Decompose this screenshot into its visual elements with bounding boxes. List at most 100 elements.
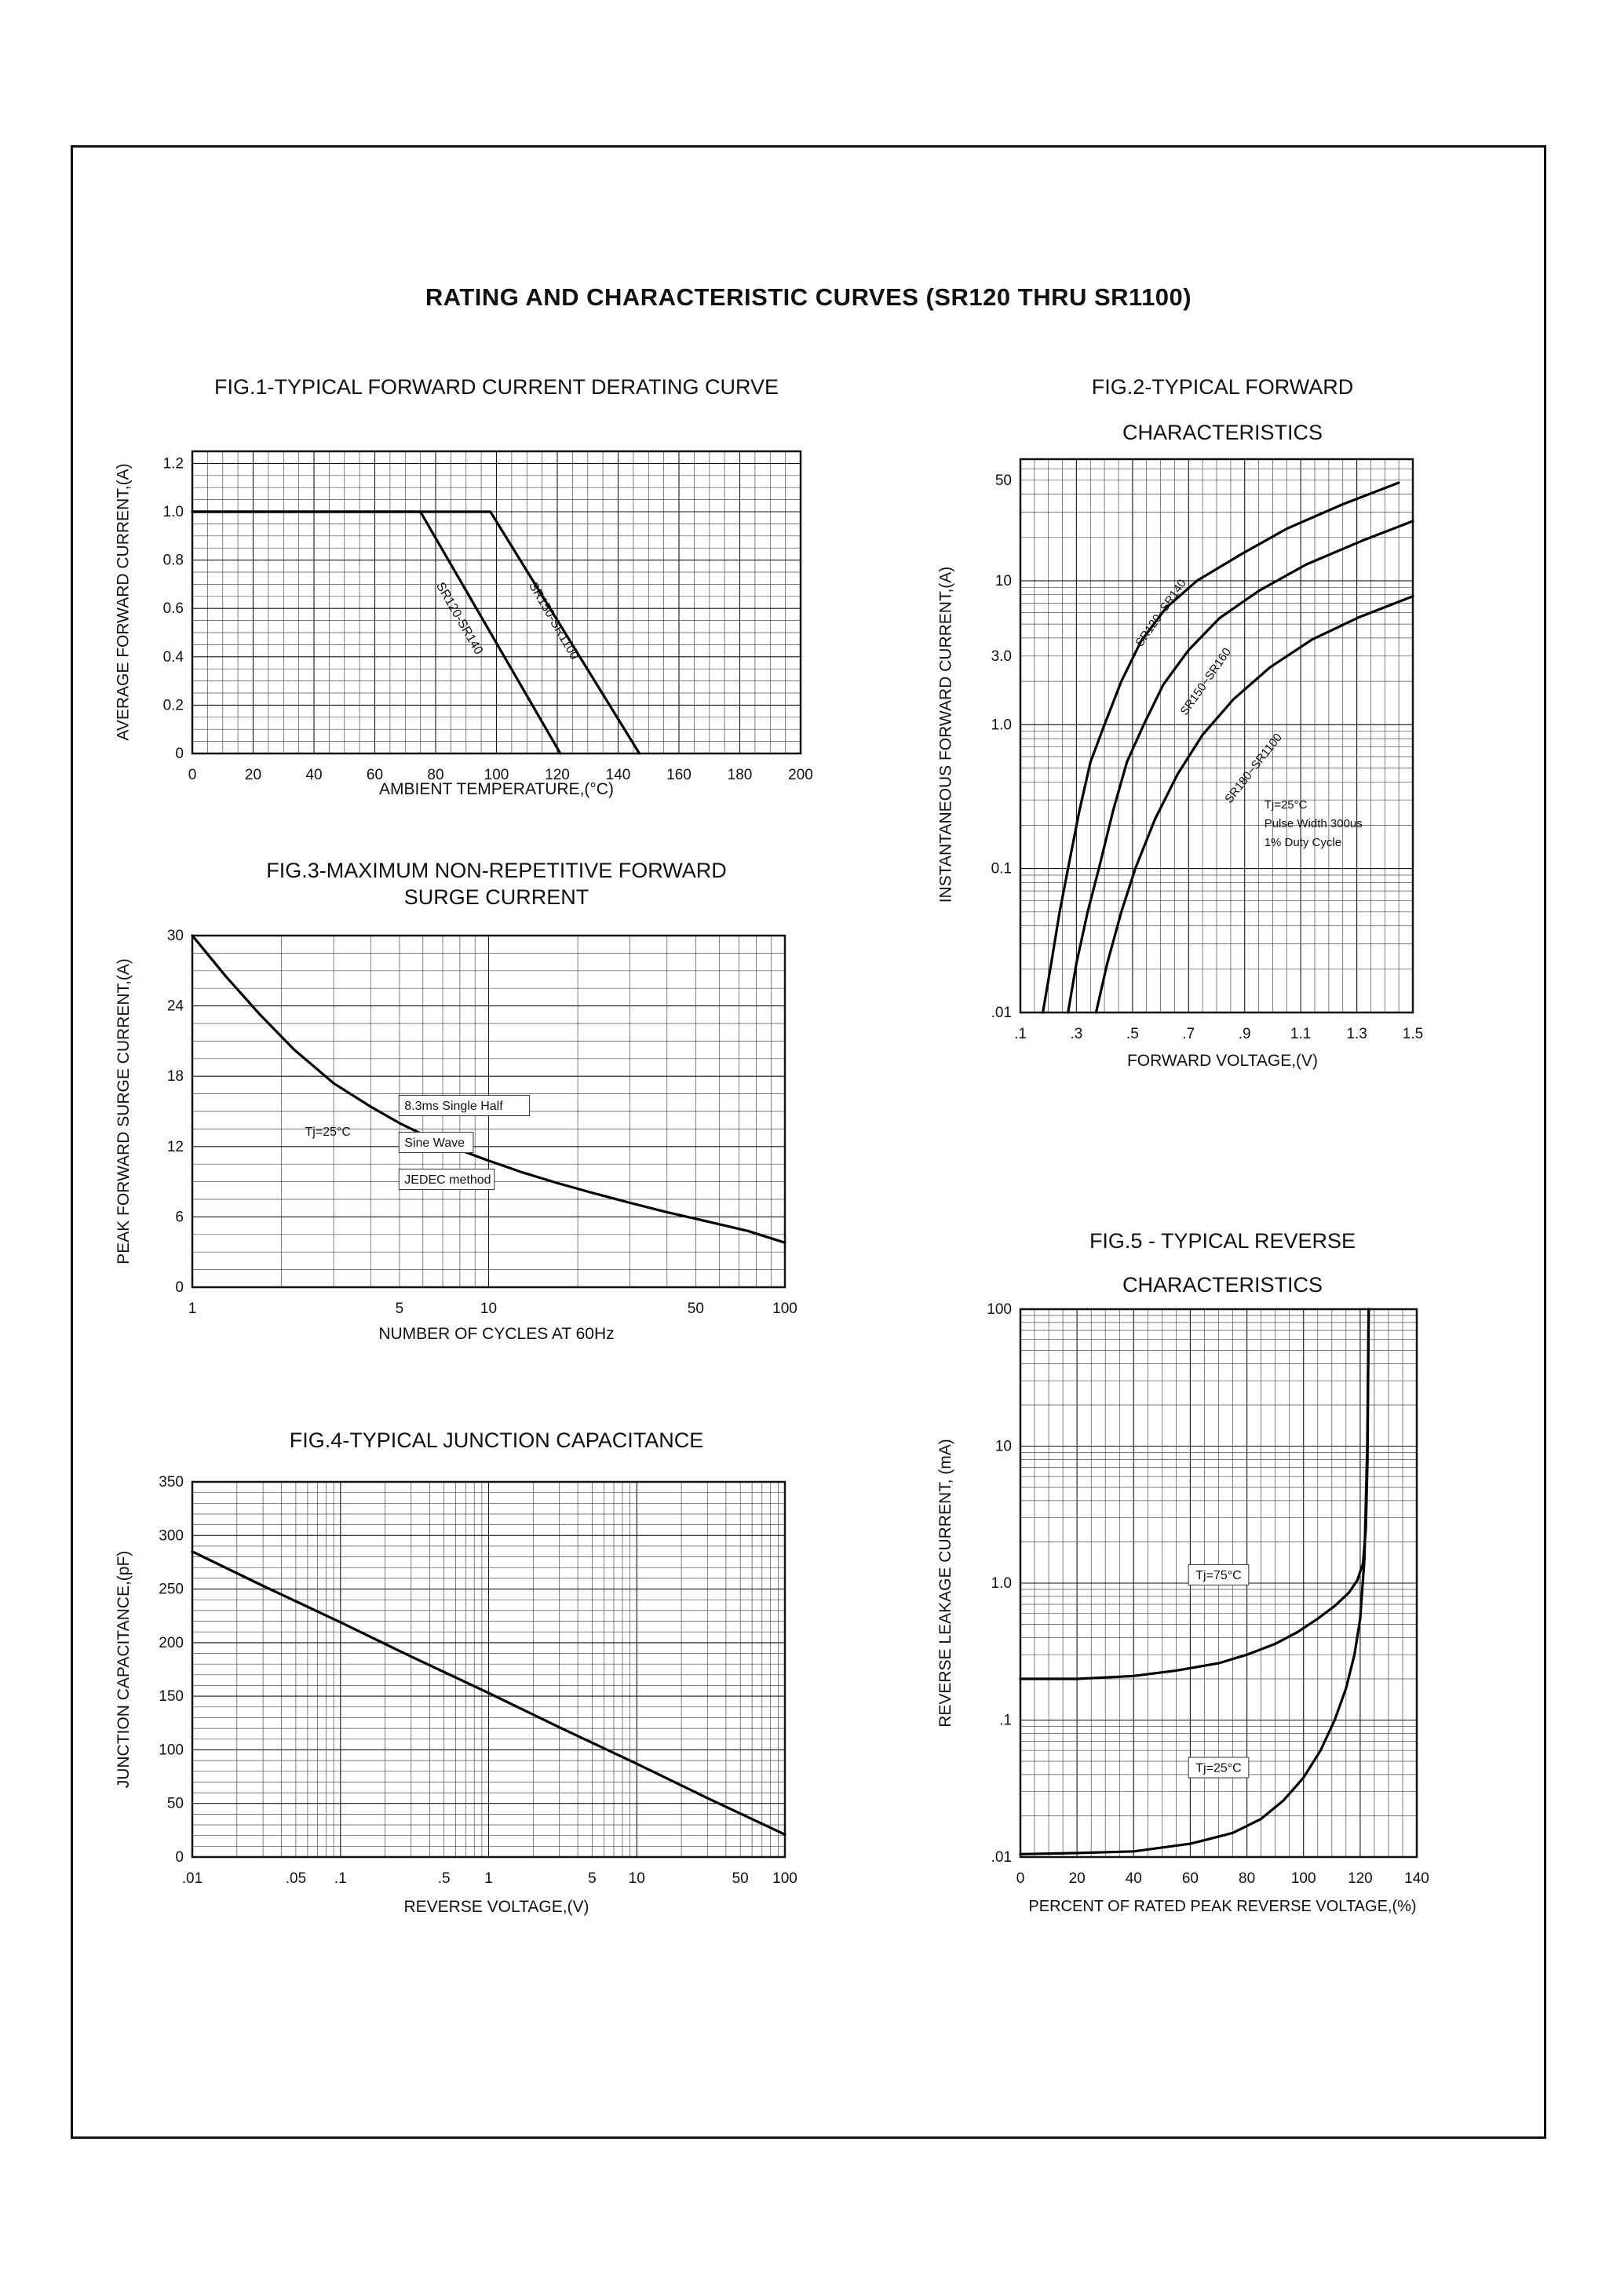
svg-text:5: 5 <box>396 1301 404 1317</box>
svg-text:10: 10 <box>480 1301 497 1317</box>
fig1-y-axis-label: AVERAGE FORWARD CURRENT,(A) <box>114 463 133 741</box>
svg-text:120: 120 <box>545 767 570 783</box>
svg-text:50: 50 <box>732 1870 749 1887</box>
fig5-y-axis-label: REVERSE LEAKAGE CURRENT, (mA) <box>936 1439 954 1728</box>
svg-text:300: 300 <box>159 1527 184 1544</box>
svg-text:1.2: 1.2 <box>163 455 184 472</box>
svg-text:40: 40 <box>1126 1870 1142 1887</box>
svg-text:140: 140 <box>1404 1870 1429 1887</box>
svg-text:150: 150 <box>159 1688 184 1705</box>
svg-text:Tj=25°C: Tj=25°C <box>1265 798 1308 812</box>
svg-text:.7: .7 <box>1182 1026 1195 1042</box>
svg-text:20: 20 <box>245 767 261 783</box>
svg-text:0.2: 0.2 <box>163 697 184 713</box>
svg-text:Tj=75°C: Tj=75°C <box>1195 1569 1241 1582</box>
svg-text:0.6: 0.6 <box>163 600 184 617</box>
fig4-chart: .01 .05 .1 .5 1 5 10 50 100 0 50 100 150 200 250 300 350 <box>137 1471 821 1898</box>
fig5-subtitle: CHARACTERISTICS <box>1122 1273 1323 1297</box>
svg-text:18: 18 <box>167 1068 184 1085</box>
svg-text:1: 1 <box>484 1870 493 1887</box>
fig2-title: FIG.2-TYPICAL FORWARD <box>1091 375 1354 399</box>
svg-text:6: 6 <box>175 1209 184 1225</box>
fig1-title: FIG.1-TYPICAL FORWARD CURRENT DERATING C… <box>213 375 779 399</box>
svg-text:1.3: 1.3 <box>1346 1026 1367 1042</box>
svg-text:.1: .1 <box>999 1713 1012 1729</box>
svg-text:100: 100 <box>772 1301 797 1317</box>
svg-text:10: 10 <box>629 1870 645 1887</box>
svg-text:0.1: 0.1 <box>991 861 1012 878</box>
svg-text:1.0: 1.0 <box>991 717 1012 733</box>
svg-text:60: 60 <box>1182 1870 1199 1887</box>
svg-text:SR180~SR1100: SR180~SR1100 <box>1222 731 1285 805</box>
svg-text:Tj=25°C: Tj=25°C <box>305 1126 351 1139</box>
fig1-chart: 0 20 40 60 80 100 120 140 160 180 200 0 0.2 0.4 0.6 0.8… <box>137 440 837 794</box>
svg-text:24: 24 <box>167 998 184 1015</box>
svg-text:0: 0 <box>175 1849 184 1866</box>
fig5-x-axis-label: PERCENT OF RATED PEAK REVERSE VOLTAGE,(%… <box>1028 1898 1417 1915</box>
svg-text:SR120~SR140: SR120~SR140 <box>1133 577 1189 649</box>
svg-text:12: 12 <box>167 1139 184 1155</box>
svg-text:140: 140 <box>606 767 631 783</box>
fig2-chart: .1 .3 .5 .7 .9 1.1 1.3 1.5 50 10 3.0 1.0 0.1 .01 SR120… <box>965 448 1449 1053</box>
svg-text:JEDEC method: JEDEC method <box>404 1173 491 1187</box>
svg-text:1: 1 <box>188 1301 197 1317</box>
fig4-x-axis-label: REVERSE VOLTAGE,(V) <box>403 1898 589 1916</box>
svg-text:0: 0 <box>188 767 197 783</box>
fig3-subtitle: SURGE CURRENT <box>403 885 589 909</box>
svg-text:180: 180 <box>728 767 753 783</box>
svg-text:10: 10 <box>995 573 1012 589</box>
svg-text:50: 50 <box>995 472 1012 489</box>
svg-text:.9: .9 <box>1239 1026 1251 1042</box>
svg-text:0: 0 <box>175 1279 184 1296</box>
svg-text:3.0: 3.0 <box>991 648 1012 665</box>
svg-text:SR150-SR1100: SR150-SR1100 <box>526 580 581 662</box>
svg-text:.1: .1 <box>334 1870 347 1887</box>
fig2-y-axis-label: INSTANTANEOUS FORWARD CURRENT,(A) <box>936 566 955 903</box>
svg-text:10: 10 <box>995 1439 1012 1455</box>
svg-text:60: 60 <box>367 767 383 783</box>
fig3-chart: 1 5 10 50 100 0 6 12 18 24 30 Tj=25°C 8.3ms Single H… <box>137 925 821 1328</box>
svg-text:5: 5 <box>588 1870 597 1887</box>
svg-text:100: 100 <box>772 1870 797 1887</box>
svg-text:.01: .01 <box>991 1849 1012 1866</box>
svg-text:1.5: 1.5 <box>1403 1026 1423 1042</box>
fig2-x-axis-label: FORWARD VOLTAGE,(V) <box>1126 1052 1319 1070</box>
svg-text:SR120-SR140: SR120-SR140 <box>433 580 485 657</box>
svg-text:50: 50 <box>167 1796 184 1812</box>
svg-text:50: 50 <box>688 1301 704 1317</box>
svg-text:.5: .5 <box>1126 1026 1139 1042</box>
svg-text:250: 250 <box>159 1582 184 1598</box>
svg-text:20: 20 <box>1069 1870 1086 1887</box>
svg-text:100: 100 <box>1291 1870 1316 1887</box>
svg-text:200: 200 <box>788 767 813 783</box>
svg-text:.01: .01 <box>182 1870 203 1887</box>
svg-text:100: 100 <box>159 1742 184 1758</box>
svg-text:0: 0 <box>1016 1870 1025 1887</box>
svg-text:.01: .01 <box>991 1005 1012 1021</box>
fig4-title: FIG.4-TYPICAL JUNCTION CAPACITANCE <box>289 1428 704 1452</box>
svg-text:1.1: 1.1 <box>1290 1026 1311 1042</box>
svg-text:0: 0 <box>175 746 184 762</box>
svg-text:.5: .5 <box>438 1870 451 1887</box>
svg-text:.3: .3 <box>1070 1026 1082 1042</box>
svg-text:120: 120 <box>1348 1870 1373 1887</box>
svg-text:100: 100 <box>484 767 509 783</box>
svg-text:1.0: 1.0 <box>991 1575 1012 1592</box>
svg-text:Sine Wave: Sine Wave <box>404 1137 465 1150</box>
fig1-x-axis-label: AMBIENT TEMPERATURE,(°C) <box>379 780 614 798</box>
svg-text:0.4: 0.4 <box>163 649 184 666</box>
fig5-title: FIG.5 - TYPICAL REVERSE <box>1089 1229 1356 1253</box>
svg-text:100: 100 <box>987 1301 1012 1318</box>
page-title: RATING AND CHARACTERISTIC CURVES (SR120 … <box>425 283 1192 311</box>
svg-text:40: 40 <box>305 767 322 783</box>
svg-text:160: 160 <box>666 767 692 783</box>
svg-text:200: 200 <box>159 1635 184 1651</box>
svg-text:1% Duty Cycle: 1% Duty Cycle <box>1265 836 1341 849</box>
svg-text:80: 80 <box>1239 1870 1255 1887</box>
fig3-title: FIG.3-MAXIMUM NON-REPETITIVE FORWARD <box>266 859 727 882</box>
fig2-subtitle: CHARACTERISTICS <box>1122 421 1323 444</box>
svg-text:30: 30 <box>167 928 184 944</box>
fig5-chart: 0 20 40 60 80 100 120 140 100 10 1.0 .1 .01 Tj=75°C Tj… <box>965 1298 1453 1898</box>
svg-text:0.8: 0.8 <box>163 553 184 569</box>
svg-text:1.0: 1.0 <box>163 504 184 520</box>
